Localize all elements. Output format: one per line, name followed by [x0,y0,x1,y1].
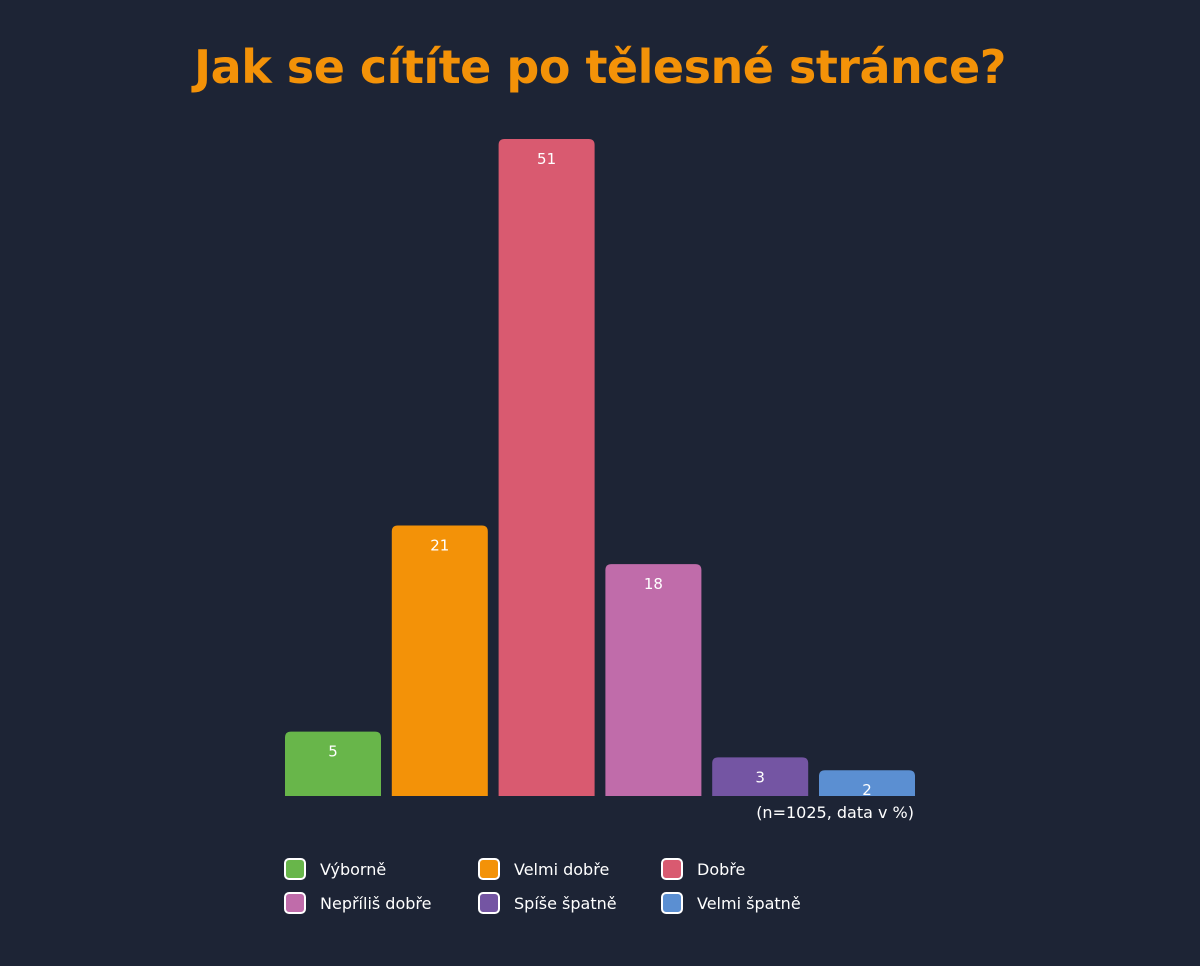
data-labels-layer: 5 21 51 18 3 2 [328,150,872,799]
legend-item-velmi-dobre: Velmi dobře [478,853,609,885]
data-label-neprilis-dobre: 18 [644,575,663,593]
bar-spise-spatne [712,757,809,796]
bars-layer [285,139,915,796]
legend-swatch [478,892,500,914]
data-label-spise-spatne: 3 [755,768,765,786]
legend-swatch [284,892,306,914]
legend-label: Spíše špatně [514,893,617,913]
data-label-velmi-spatne: 2 [862,781,872,799]
legend-label: Velmi špatně [697,893,801,913]
bar-velmi-spatne [819,770,915,796]
legend-item-velmi-spatne: Velmi špatně [661,887,801,919]
legend: Výborně Velmi dobře Dobře Nepříliš dobře Spí… [284,853,904,923]
bar-velmi-dobre [391,525,488,796]
legend-label: Velmi dobře [514,859,610,879]
legend-item-vyborne: Výborně [284,853,386,885]
data-label-velmi-dobre: 21 [430,536,449,554]
data-label-vyborne: 5 [328,743,338,761]
legend-item-dobre: Dobře [661,853,745,885]
data-label-dobre: 51 [537,150,556,168]
bar-vyborne [285,731,381,796]
bar-neprilis-dobre [605,564,702,796]
sample-note: (n=1025, data v %) [756,803,914,822]
legend-swatch [661,858,683,880]
legend-swatch [661,892,683,914]
legend-label: Nepříliš dobře [320,893,432,913]
legend-swatch [284,858,306,880]
legend-swatch [478,858,500,880]
legend-label: Výborně [320,859,387,879]
legend-item-spise-spatne: Spíše špatně [478,887,617,919]
legend-label: Dobře [697,859,746,879]
legend-item-neprilis-dobre: Nepříliš dobře [284,887,431,919]
chart-title: Jak se cítíte po tělesné stránce? [194,40,1006,94]
bar-dobre [498,139,595,796]
bar-chart: 5 21 51 18 3 2 [285,139,915,799]
